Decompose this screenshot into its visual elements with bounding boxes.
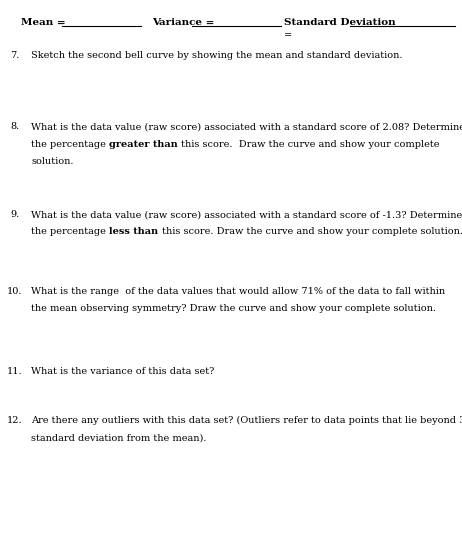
Text: 9.: 9. (10, 210, 19, 219)
Text: less than: less than (109, 227, 158, 237)
Text: What is the range  of the data values that would allow 71% of the data to fall w: What is the range of the data values tha… (31, 287, 445, 296)
Text: What is the data value (raw score) associated with a standard score of -1.3? Det: What is the data value (raw score) assoc… (31, 210, 462, 219)
Text: the percentage: the percentage (31, 227, 109, 237)
Text: Are there any outliers with this data set? (Outliers refer to data points that l: Are there any outliers with this data se… (31, 416, 462, 425)
Text: the percentage: the percentage (31, 140, 109, 149)
Text: standard deviation from the mean).: standard deviation from the mean). (31, 433, 207, 443)
Text: 8.: 8. (10, 122, 19, 132)
Text: 11.: 11. (7, 367, 23, 376)
Text: 12.: 12. (7, 416, 23, 425)
Text: this score.  Draw the curve and show your complete: this score. Draw the curve and show your… (178, 140, 440, 149)
Text: Mean =: Mean = (21, 18, 66, 27)
Text: greater than: greater than (109, 140, 178, 149)
Text: =: = (284, 31, 292, 40)
Text: 7.: 7. (10, 51, 19, 60)
Text: Standard Deviation: Standard Deviation (284, 18, 396, 27)
Text: Sketch the second bell curve by showing the mean and standard deviation.: Sketch the second bell curve by showing … (31, 51, 403, 60)
Text: Variance =: Variance = (152, 18, 215, 27)
Text: What is the data value (raw score) associated with a standard score of 2.08? Det: What is the data value (raw score) assoc… (31, 122, 462, 132)
Text: this score. Draw the curve and show your complete solution.: this score. Draw the curve and show your… (158, 227, 462, 237)
Text: the mean observing symmetry? Draw the curve and show your complete solution.: the mean observing symmetry? Draw the cu… (31, 304, 437, 313)
Text: 10.: 10. (7, 287, 23, 296)
Text: What is the variance of this data set?: What is the variance of this data set? (31, 367, 215, 376)
Text: solution.: solution. (31, 157, 74, 166)
